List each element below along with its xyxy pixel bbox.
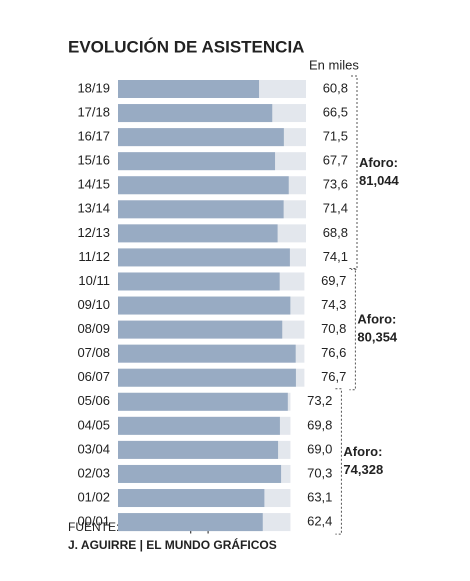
value-label: 66,5 [323, 104, 348, 119]
value-label: 70,8 [321, 321, 346, 336]
value-label: 69,7 [321, 273, 346, 288]
capacity-label: 80,354 [357, 330, 398, 345]
bar [118, 513, 263, 532]
category-label: 01/02 [77, 489, 110, 504]
bar [118, 440, 279, 459]
bar [118, 368, 296, 387]
bar [118, 176, 289, 195]
value-label: 62,4 [307, 514, 332, 529]
bar [118, 416, 280, 435]
category-label: 16/17 [77, 129, 110, 144]
category-label: 07/08 [77, 345, 110, 360]
bar [118, 128, 284, 147]
value-label: 74,3 [321, 297, 346, 312]
value-label: 76,6 [321, 345, 346, 360]
bar [118, 344, 296, 363]
value-label: 69,8 [307, 417, 332, 432]
group-label: Aforo: [343, 444, 382, 459]
value-label: 74,1 [323, 249, 348, 264]
value-label: 63,1 [307, 489, 332, 504]
bracket [349, 267, 356, 391]
bracket [351, 75, 358, 270]
bar [118, 392, 288, 411]
value-label: 71,4 [323, 201, 348, 216]
value-label: 60,8 [323, 80, 348, 95]
category-label: 02/03 [77, 465, 110, 480]
value-label: 73,6 [323, 177, 348, 192]
bar [118, 104, 273, 123]
bar [118, 464, 282, 483]
value-label: 69,0 [307, 441, 332, 456]
credit: J. AGUIRRE | EL MUNDO GRÁFICOS [68, 537, 277, 552]
bar [118, 320, 283, 339]
chart-title: EVOLUCIÓN DE ASISTENCIA [68, 37, 304, 56]
bar [118, 152, 276, 171]
category-label: 17/18 [77, 104, 110, 119]
bar [118, 248, 290, 267]
category-label: 09/10 [77, 297, 110, 312]
group-label: Aforo: [357, 312, 396, 327]
category-label: 04/05 [77, 417, 110, 432]
category-label: 18/19 [77, 80, 110, 95]
category-label: 08/09 [77, 321, 110, 336]
value-label: 76,7 [321, 369, 346, 384]
category-label: 11/12 [78, 249, 110, 264]
category-label: 12/13 [77, 225, 110, 240]
category-label: 00/01 [77, 514, 110, 529]
category-label: 10/11 [78, 273, 110, 288]
category-label: 06/07 [77, 369, 110, 384]
bracket [335, 388, 342, 535]
capacity-label: 81,044 [359, 173, 400, 188]
category-label: 05/06 [77, 393, 110, 408]
value-label: 71,5 [323, 129, 348, 144]
bar [118, 272, 280, 291]
bar [118, 296, 291, 315]
value-label: 68,8 [323, 225, 348, 240]
bar [118, 200, 284, 219]
bar [118, 489, 265, 508]
value-label: 70,3 [307, 465, 332, 480]
capacity-label: 74,328 [343, 462, 383, 477]
bar [118, 80, 260, 98]
group-label: Aforo: [359, 155, 398, 170]
category-label: 15/16 [77, 153, 110, 168]
category-label: 03/04 [77, 441, 110, 456]
unit-label: En miles [309, 57, 359, 72]
category-label: 13/14 [77, 201, 110, 216]
value-label: 67,7 [323, 153, 348, 168]
bar [118, 224, 278, 243]
category-label: 14/15 [77, 177, 110, 192]
value-label: 73,2 [307, 393, 332, 408]
